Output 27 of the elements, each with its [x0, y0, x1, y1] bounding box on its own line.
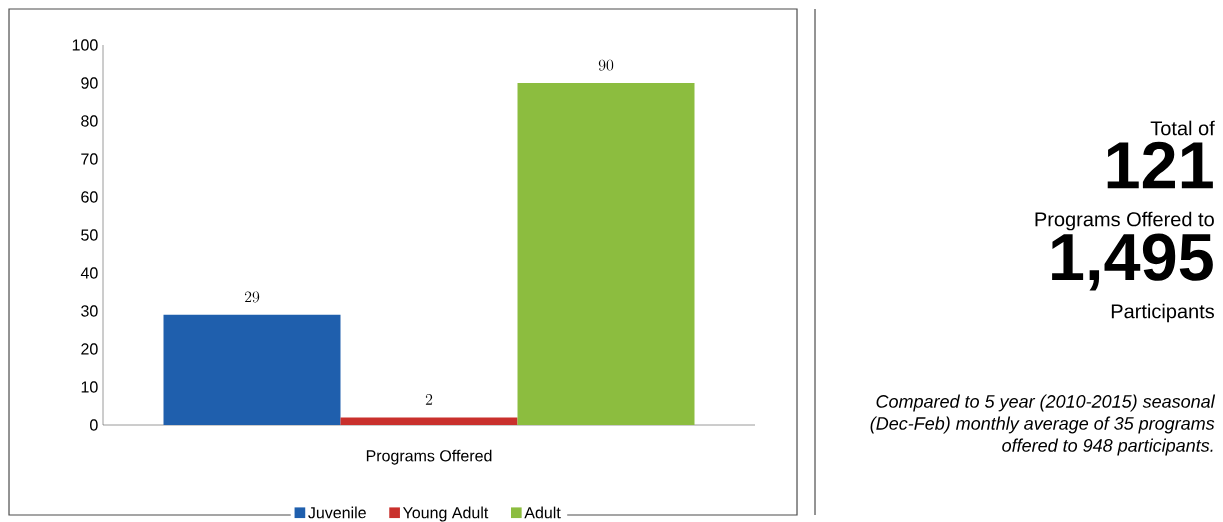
y-tick-label: 20: [81, 343, 98, 355]
data-label: 29: [244, 291, 260, 303]
bar: [340, 417, 518, 426]
y-tick-label: 60: [81, 191, 98, 203]
text: Compared to 5 year (2010-2015) seasonal (Dec-Feb) monthly average of 35 programs offered to 948 participants.: [870, 394, 1216, 456]
y-tick-label: 90: [81, 77, 98, 89]
legend-label: Young Adult: [402, 506, 489, 522]
y-tick-label: 70: [81, 153, 98, 165]
bar: [163, 314, 341, 426]
x-tick-label: Programs Offered: [366, 449, 492, 465]
text: Participants: [1111, 303, 1214, 323]
legend-label: Juvenile: [308, 506, 366, 519]
legend-label: Adult: [524, 506, 561, 519]
y-tick-label: 80: [81, 115, 98, 127]
text: Programs Offered to: [1035, 211, 1214, 231]
data-label: 90: [598, 59, 614, 71]
bar: [517, 83, 695, 426]
y-tick-label: 0: [90, 419, 98, 431]
text: 1,495: [1052, 233, 1213, 291]
y-tick-label: 40: [80, 267, 98, 279]
text: Total of: [1150, 120, 1215, 136]
y-tick-label: 50: [81, 229, 98, 241]
y-tick-label: 30: [81, 305, 98, 317]
y-tick-label: 100: [72, 39, 98, 51]
y-tick-label: 10: [81, 381, 98, 393]
data-label: 2: [425, 394, 433, 405]
text: 121: [1107, 141, 1213, 189]
